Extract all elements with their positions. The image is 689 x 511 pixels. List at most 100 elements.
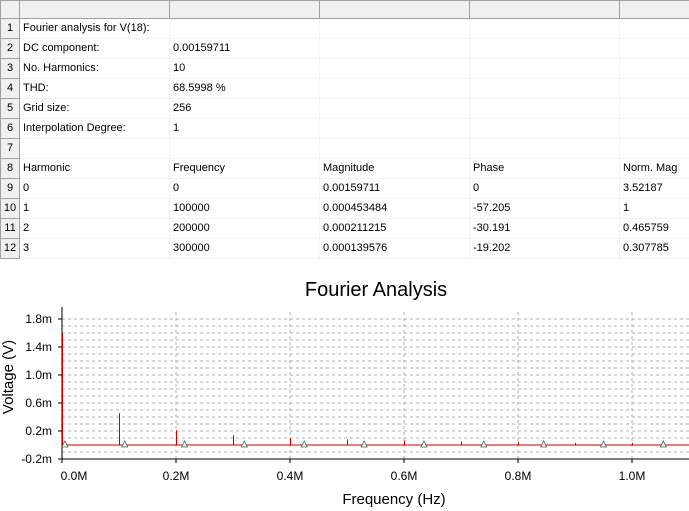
x-tick-label: 0.0M (61, 469, 88, 483)
table-row[interactable]: 6 Interpolation Degree: 1 (0, 118, 689, 139)
row-number[interactable]: 9 (0, 178, 20, 199)
table-cell[interactable]: 256 (169, 98, 320, 119)
table-cell[interactable] (319, 78, 470, 99)
table-cell[interactable]: Grid size: (19, 98, 170, 119)
table-cell[interactable]: 100000 (169, 198, 320, 219)
series-marker (599, 440, 608, 448)
table-cell[interactable]: 0.307785 (619, 238, 689, 259)
table-cell[interactable] (319, 98, 470, 119)
table-cell[interactable] (619, 58, 689, 79)
row-number[interactable]: 3 (0, 58, 20, 79)
table-cell[interactable]: 1 (169, 118, 320, 139)
y-tick-label: 0.6m (25, 396, 52, 410)
column-header[interactable] (469, 0, 620, 19)
table-cell[interactable]: Norm. Mag (619, 158, 689, 179)
table-cell[interactable]: -57.205 (469, 198, 620, 219)
table-row[interactable]: 3 No. Harmonics: 10 (0, 58, 689, 79)
table-cell[interactable]: 0.000139576 (319, 238, 470, 259)
table-row[interactable]: 11 2 200000 0.000211215 -30.191 0.465759 (0, 218, 689, 239)
table-row[interactable]: 2 DC component: 0.00159711 (0, 38, 689, 59)
column-header-row (0, 0, 689, 19)
table-cell[interactable] (319, 38, 470, 59)
row-number[interactable]: 1 (0, 18, 20, 39)
table-cell[interactable]: Phase (469, 158, 620, 179)
table-cell[interactable]: 0.000453484 (319, 198, 470, 219)
table-row[interactable]: 12 3 300000 0.000139576 -19.202 0.307785 (0, 238, 689, 259)
table-row[interactable]: 9 0 0 0.00159711 0 3.52187 (0, 178, 689, 199)
table-cell[interactable]: No. Harmonics: (19, 58, 170, 79)
table-cell[interactable]: 300000 (169, 238, 320, 259)
series-marker (180, 440, 189, 448)
table-row[interactable]: 7 (0, 138, 689, 159)
row-number[interactable]: 8 (0, 158, 20, 179)
grid-lines (62, 312, 689, 460)
table-cell[interactable]: 1 (19, 198, 170, 219)
table-cell[interactable]: 2 (19, 218, 170, 239)
table-cell[interactable] (469, 58, 620, 79)
table-cell[interactable] (169, 138, 320, 159)
table-cell[interactable]: 1 (619, 198, 689, 219)
table-cell[interactable] (469, 138, 620, 159)
table-cell[interactable]: 3 (19, 238, 170, 259)
table-cell[interactable] (619, 118, 689, 139)
table-cell[interactable] (619, 138, 689, 159)
table-cell[interactable]: Frequency (169, 158, 320, 179)
row-number[interactable]: 2 (0, 38, 20, 59)
table-cell[interactable]: DC component: (19, 38, 170, 59)
row-number[interactable]: 10 (0, 198, 20, 219)
table-cell[interactable]: 0.00159711 (169, 38, 320, 59)
table-cell[interactable]: 3.52187 (619, 178, 689, 199)
row-number[interactable]: 6 (0, 118, 20, 139)
table-row[interactable]: 4 THD: 68.5998 % (0, 78, 689, 99)
row-number[interactable]: 4 (0, 78, 20, 99)
table-row[interactable]: 8 Harmonic Frequency Magnitude Phase Norm. Ma… (0, 158, 689, 179)
series-marker (360, 440, 368, 448)
table-row[interactable]: 5 Grid size: 256 (0, 98, 689, 119)
table-cell[interactable] (469, 118, 620, 139)
column-header[interactable] (319, 0, 470, 19)
table-cell[interactable] (19, 138, 170, 159)
table-cell[interactable]: Magnitude (319, 158, 470, 179)
table-cell[interactable]: 0 (169, 178, 320, 199)
corner-cell[interactable] (0, 0, 20, 19)
table-cell[interactable]: Harmonic (19, 158, 170, 179)
table-cell[interactable] (169, 18, 320, 39)
y-tick-label: 1.0m (25, 368, 52, 382)
table-cell[interactable]: 0.00159711 (319, 178, 470, 199)
table-row[interactable]: 10 1 100000 0.000453484 -57.205 1 (0, 198, 689, 219)
column-header[interactable] (19, 0, 170, 19)
table-cell[interactable] (319, 18, 470, 39)
table-cell[interactable] (619, 38, 689, 59)
table-cell[interactable]: 0 (469, 178, 620, 199)
column-header[interactable] (169, 0, 320, 19)
column-header[interactable] (619, 0, 689, 19)
table-cell[interactable] (469, 38, 620, 59)
table-cell[interactable]: 0.000211215 (319, 218, 470, 239)
table-cell[interactable] (469, 98, 620, 119)
table-cell[interactable] (319, 58, 470, 79)
table-cell[interactable] (619, 98, 689, 119)
table-cell[interactable] (319, 138, 470, 159)
table-cell[interactable] (619, 18, 689, 39)
table-cell[interactable]: THD: (19, 78, 170, 99)
table-cell[interactable] (619, 78, 689, 99)
table-cell[interactable] (469, 18, 620, 39)
row-number[interactable]: 11 (0, 218, 20, 239)
table-cell[interactable]: 68.5998 % (169, 78, 320, 99)
table-row[interactable]: 1 Fourier analysis for V(18): (0, 18, 689, 39)
row-number[interactable]: 5 (0, 98, 20, 119)
fourier-chart[interactable]: 1.8m 1.4m 1.0m 0.6m 0.2m -0.2m 0.0M 0.2M 0.4M 0.6… (0, 265, 689, 511)
table-cell[interactable]: 0 (19, 178, 170, 199)
table-cell[interactable]: 0.465759 (619, 218, 689, 239)
table-cell[interactable] (469, 78, 620, 99)
table-cell[interactable]: 10 (169, 58, 320, 79)
table-cell[interactable]: -19.202 (469, 238, 620, 259)
table-cell[interactable]: Fourier analysis for V(18): (19, 18, 170, 39)
table-cell[interactable] (319, 118, 470, 139)
row-number[interactable]: 12 (0, 238, 20, 259)
table-cell[interactable]: 200000 (169, 218, 320, 239)
table-cell[interactable]: -30.191 (469, 218, 620, 239)
table-cell[interactable]: Interpolation Degree: (19, 118, 170, 139)
results-table[interactable]: 1 Fourier analysis for V(18): 2 DC componen… (0, 0, 689, 259)
row-number[interactable]: 7 (0, 138, 20, 159)
